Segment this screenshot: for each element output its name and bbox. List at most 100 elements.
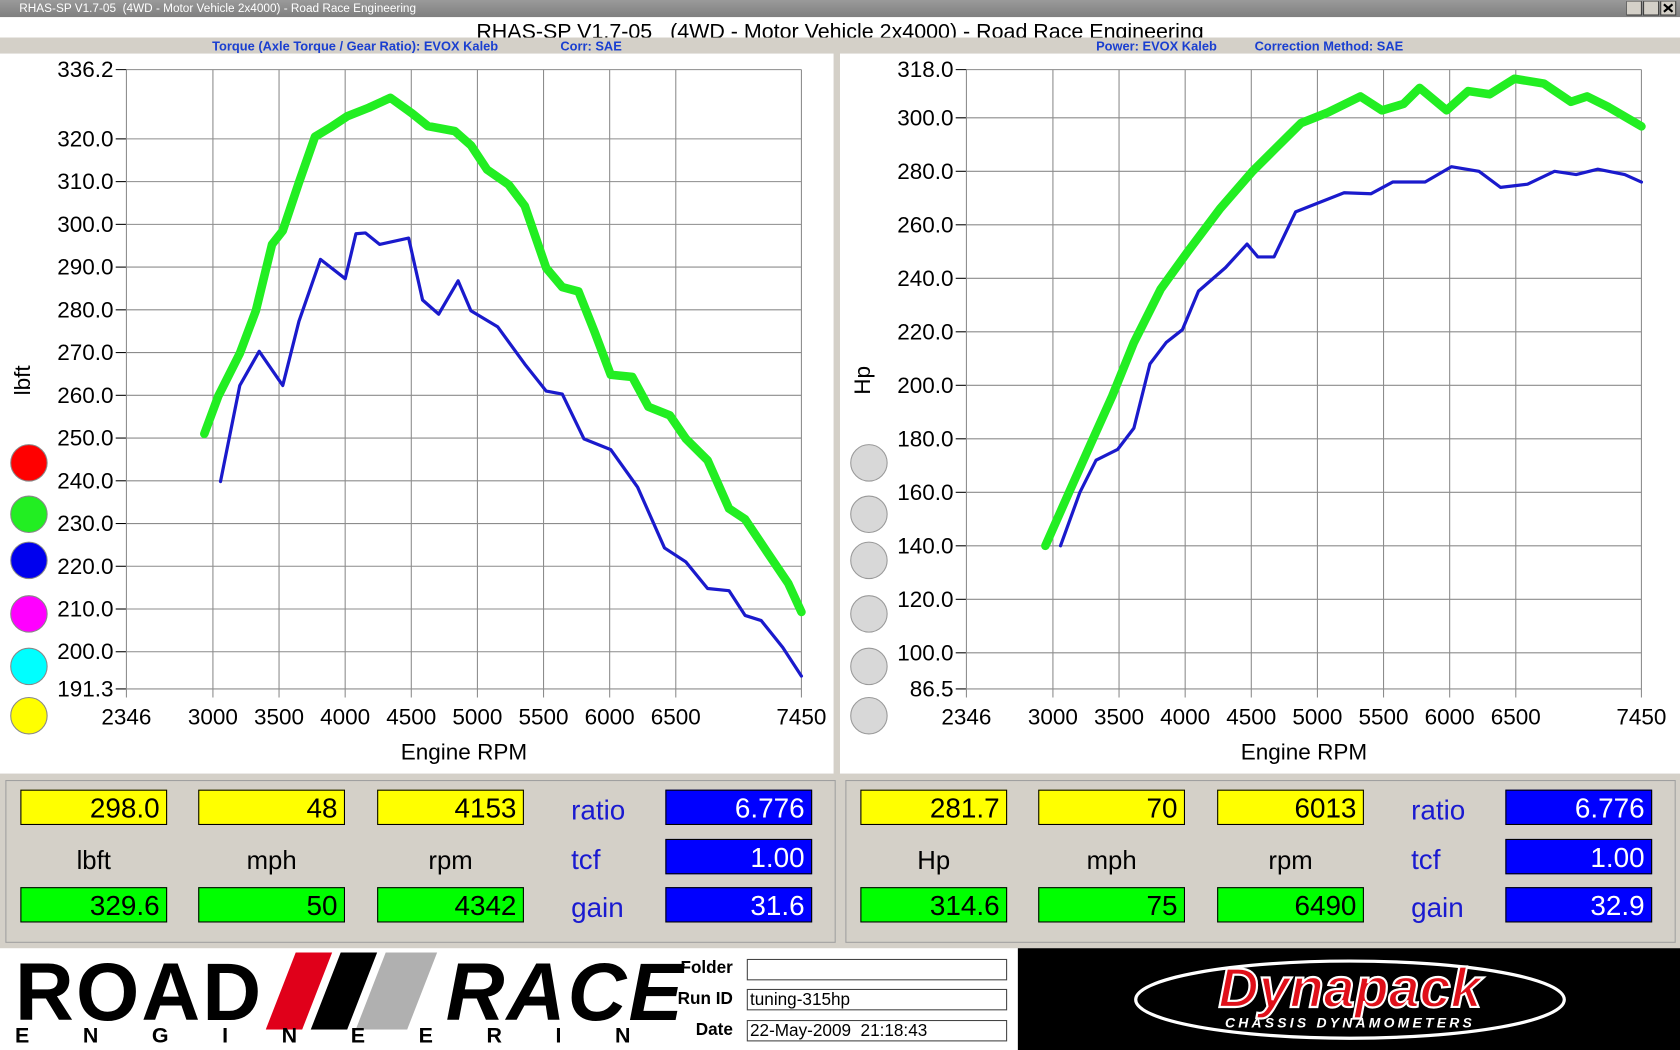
x-tick-label: 5500 xyxy=(519,704,569,729)
y-tick-label: 210.0 xyxy=(57,597,113,622)
y-tick-label: 290.0 xyxy=(57,255,113,280)
unit-label: lbft xyxy=(76,846,111,876)
date-field[interactable]: 22-May-2009 21:18:43 xyxy=(746,1020,1008,1042)
chart-subtitle: Power: EVOX Kaleb xyxy=(1096,38,1217,54)
folder-field[interactable] xyxy=(746,958,1008,981)
run-selector[interactable] xyxy=(10,647,48,686)
unit-label: rpm xyxy=(428,846,473,876)
run2-readout: 6490 xyxy=(1217,887,1364,923)
run-selector[interactable] xyxy=(850,541,888,580)
y-tick-label: 220.0 xyxy=(57,554,113,579)
x-tick-label: 3500 xyxy=(1094,704,1144,729)
logo-road: ROAD xyxy=(15,947,264,1039)
x-tick-label: 6000 xyxy=(585,704,635,729)
factor-value: 1.00 xyxy=(1505,838,1653,874)
chart-note: Correction Method: SAE xyxy=(1254,38,1404,54)
readout-panel: 281.7 Hp 314.6 70 mph 75 6013 rpm 6490 ratio 6.776… xyxy=(845,780,1676,943)
y-tick-label: 250.0 xyxy=(57,426,113,451)
run-selector[interactable] xyxy=(10,696,48,735)
run2-readout: 314.6 xyxy=(860,887,1008,923)
restore-button[interactable] xyxy=(1643,1,1660,16)
x-tick-label: 5500 xyxy=(1359,704,1409,729)
run-selector[interactable] xyxy=(10,541,48,580)
x-tick-label: 4000 xyxy=(320,704,370,729)
y-tick-label: 240.0 xyxy=(897,266,953,291)
y-tick-label: 160.0 xyxy=(897,480,953,505)
brand-area: Dynapack CHASSIS DYNAMOMETERS xyxy=(1017,948,1680,1050)
run2-readout: 75 xyxy=(1038,887,1186,923)
y-tick-label: 280.0 xyxy=(57,297,113,322)
logo-race: RACE xyxy=(445,947,686,1039)
field-label: Date xyxy=(695,1021,733,1040)
run-selector[interactable] xyxy=(850,495,888,534)
run1-readout: 6013 xyxy=(1217,789,1364,826)
y-tick-label: 200.0 xyxy=(57,639,113,664)
factor-label: gain xyxy=(1411,891,1464,924)
run-selectors xyxy=(10,444,48,735)
run-selector[interactable] xyxy=(850,696,888,735)
x-tick-label: 6000 xyxy=(1425,704,1475,729)
field-label: Folder xyxy=(680,958,733,978)
run1-readout: 48 xyxy=(198,789,346,826)
banner-title: RHAS-SP V1.7-05 (4WD - Motor Vehicle 2x4… xyxy=(0,17,1680,38)
x-tick-label: 2346 xyxy=(941,704,991,729)
run1-readout: 70 xyxy=(1038,789,1186,826)
logo-engineering: ENGINEERING xyxy=(15,1025,658,1047)
data-line xyxy=(1041,74,1646,551)
x-tick-label: 2346 xyxy=(101,704,151,729)
y-tick-label: 318.0 xyxy=(897,57,953,82)
x-tick-label: 7450 xyxy=(1616,704,1666,729)
chart-subtitle: Torque (Axle Torque / Gear Ratio): EVOX … xyxy=(212,38,499,54)
unit-label: Hp xyxy=(917,846,951,876)
run2-readout: 4342 xyxy=(377,887,524,923)
y-tick-label: 280.0 xyxy=(897,159,953,184)
run-selector[interactable] xyxy=(10,444,48,482)
x-tick-label: 7450 xyxy=(776,704,826,729)
run1-readout: 298.0 xyxy=(20,789,168,826)
run-selector[interactable] xyxy=(10,595,48,633)
y-tick-label: 336.2 xyxy=(57,57,113,82)
factor-value: 32.9 xyxy=(1505,887,1653,923)
factor-label: tcf xyxy=(571,842,601,875)
chart-subtitles: Torque (Axle Torque / Gear Ratio): EVOX … xyxy=(0,37,1680,54)
y-tick-label: 260.0 xyxy=(897,212,953,237)
footer: ROAD RACE ENGINEERING Folder Run ID tuni… xyxy=(0,948,1680,1050)
x-tick-label: 3000 xyxy=(1028,704,1078,729)
minimize-button[interactable] xyxy=(1626,1,1642,16)
power-chart: 86.5 100.0 120.0 140.0 160.0 180.0 200.0 220.0 2… xyxy=(840,53,1680,774)
run-selector[interactable] xyxy=(850,647,888,686)
data-line xyxy=(1058,165,1644,548)
y-tick-label: 191.3 xyxy=(57,676,113,701)
run-selectors xyxy=(850,444,888,735)
data-line xyxy=(200,93,806,617)
y-tick-label: 180.0 xyxy=(897,426,953,451)
y-tick-label: 260.0 xyxy=(57,383,113,408)
field-label: Run ID xyxy=(677,990,733,1009)
x-tick-label: 5000 xyxy=(452,704,502,729)
run-selector[interactable] xyxy=(850,444,888,482)
chart-note: Corr: SAE xyxy=(560,38,622,54)
y-tick-label: 200.0 xyxy=(897,373,953,398)
y-tick-label: 310.0 xyxy=(57,169,113,194)
x-tick-label: 4000 xyxy=(1160,704,1210,729)
brand-name: Dynapack xyxy=(1217,957,1482,1021)
x-tick-label: 5000 xyxy=(1292,704,1342,729)
y-tick-label: 300.0 xyxy=(897,105,953,130)
y-tick-label: 230.0 xyxy=(57,511,113,536)
x-tick-label: 6500 xyxy=(1491,704,1541,729)
factor-label: ratio xyxy=(1411,793,1466,827)
torque-chart: 191.3 200.0 210.0 220.0 230.0 240.0 250.0 260.0… xyxy=(0,53,834,774)
y-tick-label: 140.0 xyxy=(897,533,953,558)
run-id-field[interactable]: tuning-315hp xyxy=(746,988,1008,1011)
run2-readout: 329.6 xyxy=(20,887,168,923)
brand-swoosh xyxy=(1134,959,1566,1040)
y-tick-label: 270.0 xyxy=(57,340,113,365)
factor-value: 1.00 xyxy=(665,838,813,874)
factor-value: 6.776 xyxy=(665,789,813,826)
run-selector[interactable] xyxy=(850,595,888,633)
data-line xyxy=(218,231,804,678)
unit-label: rpm xyxy=(1268,846,1313,876)
run-selector[interactable] xyxy=(10,495,48,534)
